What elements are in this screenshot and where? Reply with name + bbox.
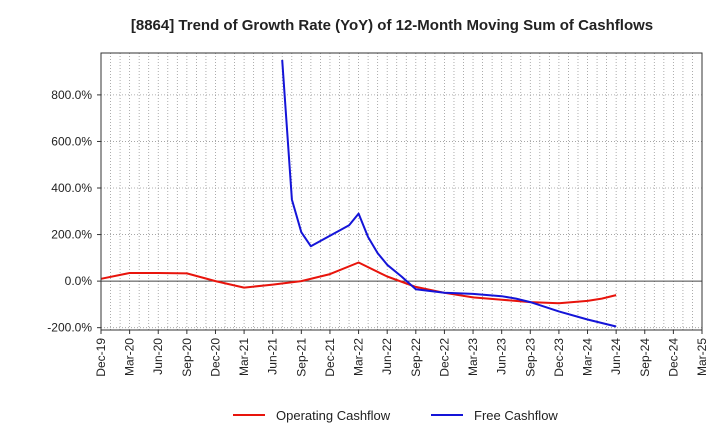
y-tick-label: 0.0% — [65, 274, 93, 288]
y-tick-label: -200.0% — [47, 321, 92, 335]
x-tick-label: Dec-22 — [437, 338, 451, 377]
x-tick-label: Mar-21 — [237, 338, 251, 376]
x-tick-label: Jun-24 — [609, 338, 623, 375]
y-tick-label: 800.0% — [51, 88, 92, 102]
y-tick-label: 600.0% — [51, 134, 92, 148]
series-line-free-cashflow — [281, 59, 617, 328]
x-tick-label: Sep-24 — [638, 338, 652, 377]
x-tick-label: Mar-22 — [352, 338, 366, 376]
plot-series — [100, 59, 617, 328]
x-tick-label: Mar-25 — [695, 338, 709, 376]
x-tick-label: Mar-24 — [581, 338, 595, 376]
legend: Operating Cashflow Free Cashflow — [233, 408, 558, 423]
x-tick-label: Sep-21 — [294, 338, 308, 377]
x-tick-label: Mar-20 — [123, 338, 137, 376]
y-tick-label: 200.0% — [51, 228, 92, 242]
x-tick-label: Jun-23 — [495, 338, 509, 375]
x-tick-label: Dec-23 — [552, 338, 566, 377]
y-tick-label: 400.0% — [51, 181, 92, 195]
x-tick-label: Mar-23 — [466, 338, 480, 376]
x-tick-label: Dec-24 — [666, 338, 680, 377]
x-tick-label: Jun-21 — [266, 338, 280, 375]
x-tick-label: Sep-23 — [523, 338, 537, 377]
chart-title: [8864] Trend of Growth Rate (YoY) of 12-… — [131, 17, 653, 34]
grid — [101, 53, 702, 330]
x-tick-label: Dec-19 — [94, 338, 108, 377]
x-axis: Dec-19 Mar-20 Jun-20 Sep-20 Dec-20 Mar-21 Jun-… — [94, 330, 709, 377]
x-tick-label: Sep-22 — [409, 338, 423, 377]
y-axis: -200.0% 0.0% 200.0% 400.0% 600.0% 800.0% — [47, 88, 101, 335]
legend-label: Free Cashflow — [474, 408, 558, 423]
plot-frame — [100, 52, 703, 331]
x-tick-label: Dec-21 — [323, 338, 337, 377]
x-tick-label: Jun-20 — [151, 338, 165, 375]
series-line-operating-cashflow — [100, 261, 617, 305]
legend-label: Operating Cashflow — [276, 408, 391, 423]
x-tick-label: Dec-20 — [208, 338, 222, 377]
x-tick-label: Sep-20 — [180, 338, 194, 377]
x-tick-label: Jun-22 — [380, 338, 394, 375]
